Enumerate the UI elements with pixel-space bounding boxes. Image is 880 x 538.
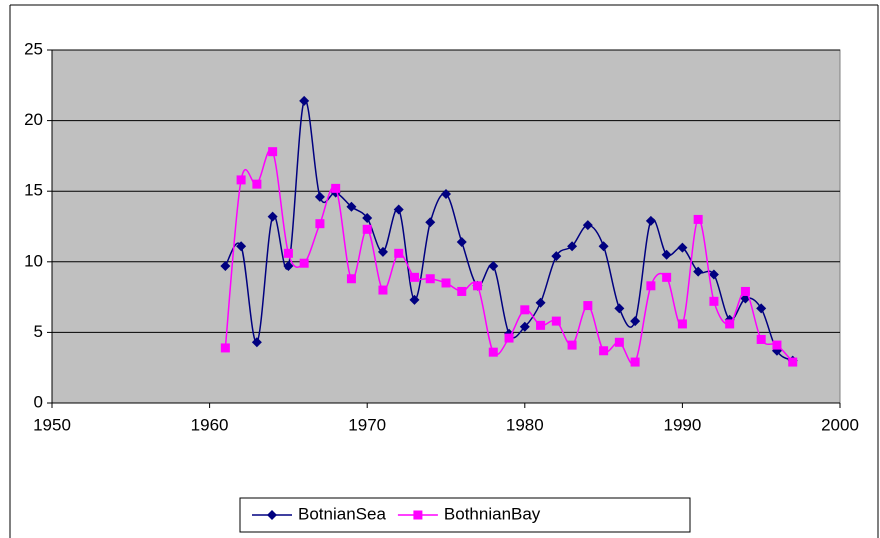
marker [362,213,373,224]
marker [267,510,277,520]
y-tick-label: 10 [24,251,43,270]
legend-label: BothnianBay [444,504,541,523]
marker [677,319,687,329]
marker [708,269,719,280]
marker [315,219,325,229]
marker [346,201,357,212]
marker [504,333,514,343]
marker [582,220,593,231]
marker [630,316,641,327]
marker [441,278,451,288]
marker [220,343,230,353]
marker [236,241,247,252]
marker [693,266,704,277]
marker [236,175,246,185]
marker [377,246,388,257]
marker [551,251,562,262]
marker [393,204,404,215]
marker [551,316,561,326]
y-tick-label: 25 [24,39,43,58]
marker [756,303,767,314]
marker [599,346,609,356]
marker [268,147,278,157]
marker [362,224,372,234]
marker [535,297,546,308]
plot-area [51,49,841,404]
marker [693,214,703,224]
marker [646,281,656,291]
y-tick-label: 0 [34,392,43,411]
x-tick-label: 1960 [191,415,229,434]
marker [220,261,231,272]
marker [630,357,640,367]
x-tick-label: 1990 [663,415,701,434]
marker [772,340,782,350]
x-tick-label: 1980 [506,415,544,434]
marker [520,305,530,315]
marker [536,320,546,330]
marker [378,285,388,295]
y-tick-label: 5 [34,322,43,341]
marker [661,249,672,260]
marker [598,241,609,252]
marker [441,189,451,200]
marker [331,183,341,193]
marker [409,272,419,282]
marker [299,258,309,268]
marker [488,347,498,357]
y-tick-label: 20 [24,110,43,129]
marker [425,217,436,228]
marker [299,95,310,106]
marker [740,286,750,296]
marker [662,272,672,282]
marker [788,357,798,367]
marker [456,237,467,248]
marker [473,281,483,291]
marker [283,261,294,272]
marker [267,211,278,222]
marker [413,510,423,520]
marker [346,274,356,284]
marker [645,215,656,226]
marker [567,241,578,252]
marker [614,337,624,347]
marker [567,340,577,350]
marker [425,274,435,284]
y-tick-label: 15 [24,181,43,200]
marker [251,337,262,348]
marker [583,301,593,311]
marker [709,296,719,306]
marker [725,319,735,329]
marker [756,334,766,344]
x-tick-label: 1950 [33,415,71,434]
x-tick-label: 2000 [821,415,859,434]
marker [614,303,625,314]
marker [457,286,467,296]
marker [394,248,404,258]
x-tick-label: 1970 [348,415,386,434]
marker [409,294,420,305]
marker [677,242,688,253]
marker [314,191,325,202]
legend [239,497,691,533]
marker [519,321,530,332]
marker [488,261,499,272]
legend-label: BotnianSea [298,504,386,523]
marker [252,179,262,189]
marker [283,248,293,258]
